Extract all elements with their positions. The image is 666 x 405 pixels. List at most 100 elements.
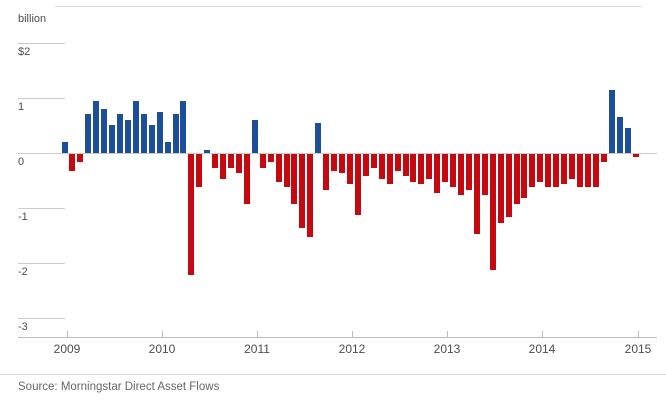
y-axis-tick-label: $2 [18, 46, 31, 58]
bar[interactable] [165, 142, 171, 153]
bar[interactable] [331, 154, 337, 171]
x-axis-tick [542, 331, 543, 337]
bar[interactable] [426, 154, 432, 179]
x-axis-tick [352, 331, 353, 337]
x-axis-year-label: 2013 [433, 342, 461, 356]
bar[interactable] [506, 154, 512, 217]
bar[interactable] [252, 120, 258, 153]
bar[interactable] [593, 154, 599, 187]
footer-divider [0, 374, 666, 375]
bar[interactable] [157, 112, 163, 153]
x-axis-year-label: 2010 [148, 342, 176, 356]
y-gridline-stub [18, 318, 65, 319]
x-axis-tick [67, 331, 68, 337]
x-axis-year-label: 2015 [624, 342, 652, 356]
bar[interactable] [521, 154, 527, 198]
bar[interactable] [490, 154, 496, 270]
bar[interactable] [236, 154, 242, 173]
x-axis-tick [162, 331, 163, 337]
bar[interactable] [569, 154, 575, 179]
bar[interactable] [173, 114, 179, 153]
bar[interactable] [196, 154, 202, 187]
bar[interactable] [204, 150, 210, 153]
bar[interactable] [299, 154, 305, 228]
bar[interactable] [125, 120, 131, 153]
y-axis-tick-label: -3 [18, 321, 28, 333]
bar[interactable] [276, 154, 282, 182]
y-axis-unit-label: billion [18, 13, 47, 25]
bar[interactable] [101, 109, 107, 153]
bar[interactable] [307, 154, 313, 237]
bar[interactable] [291, 154, 297, 204]
bar[interactable] [442, 154, 448, 182]
bar[interactable] [268, 154, 274, 162]
bar[interactable] [323, 154, 329, 190]
bar[interactable] [625, 128, 631, 153]
bar[interactable] [260, 154, 266, 168]
y-gridline-stub [18, 43, 65, 44]
bar[interactable] [434, 154, 440, 193]
bar[interactable] [93, 101, 99, 153]
bar[interactable] [62, 142, 68, 153]
bar[interactable] [228, 154, 234, 168]
source-attribution: Source: Morningstar Direct Asset Flows [18, 381, 220, 393]
y-gridline-stub [18, 263, 65, 264]
bar[interactable] [418, 154, 424, 184]
bar[interactable] [395, 154, 401, 171]
bar[interactable] [69, 154, 75, 171]
bar[interactable] [315, 123, 321, 153]
y-axis-tick-label: 0 [18, 156, 25, 168]
bar[interactable] [284, 154, 290, 187]
bar[interactable] [188, 154, 194, 275]
bar[interactable] [609, 90, 615, 153]
x-axis-year-label: 2012 [338, 342, 366, 356]
bar[interactable] [450, 154, 456, 187]
x-axis-tick [638, 331, 639, 337]
y-axis-tick-label: -1 [18, 211, 28, 223]
bar[interactable] [212, 154, 218, 168]
bar[interactable] [466, 154, 472, 190]
bar[interactable] [363, 154, 369, 176]
bar[interactable] [474, 154, 480, 234]
bar[interactable] [85, 114, 91, 153]
bar[interactable] [133, 101, 139, 153]
bar[interactable] [601, 154, 607, 162]
bar[interactable] [220, 154, 226, 179]
bar[interactable] [149, 125, 155, 153]
bar[interactable] [545, 154, 551, 187]
bar[interactable] [498, 154, 504, 223]
bar[interactable] [561, 154, 567, 184]
bar[interactable] [633, 154, 639, 157]
bar[interactable] [141, 114, 147, 153]
bar[interactable] [537, 154, 543, 182]
bar[interactable] [482, 154, 488, 195]
bar[interactable] [371, 154, 377, 168]
bar[interactable] [379, 154, 385, 179]
bar[interactable] [109, 125, 115, 153]
bar[interactable] [585, 154, 591, 187]
x-axis-tick [447, 331, 448, 337]
y-axis-tick-label: -2 [18, 266, 28, 278]
bar[interactable] [458, 154, 464, 195]
bar[interactable] [553, 154, 559, 187]
x-axis-year-label: 2009 [53, 342, 81, 356]
x-axis-year-label: 2011 [244, 342, 270, 356]
bar[interactable] [529, 154, 535, 187]
bar[interactable] [410, 154, 416, 182]
chart-top-border [55, 6, 642, 7]
bar[interactable] [347, 154, 353, 184]
bar[interactable] [577, 154, 583, 187]
bar[interactable] [387, 154, 393, 184]
bar[interactable] [403, 154, 409, 176]
bar[interactable] [77, 154, 83, 162]
bar[interactable] [244, 154, 250, 204]
bar[interactable] [355, 154, 361, 215]
bar[interactable] [180, 101, 186, 153]
bar[interactable] [339, 154, 345, 173]
bar[interactable] [117, 114, 123, 153]
bar[interactable] [514, 154, 520, 204]
x-axis-line [18, 337, 657, 338]
bar[interactable] [617, 117, 623, 153]
x-axis-year-label: 2014 [528, 342, 556, 356]
